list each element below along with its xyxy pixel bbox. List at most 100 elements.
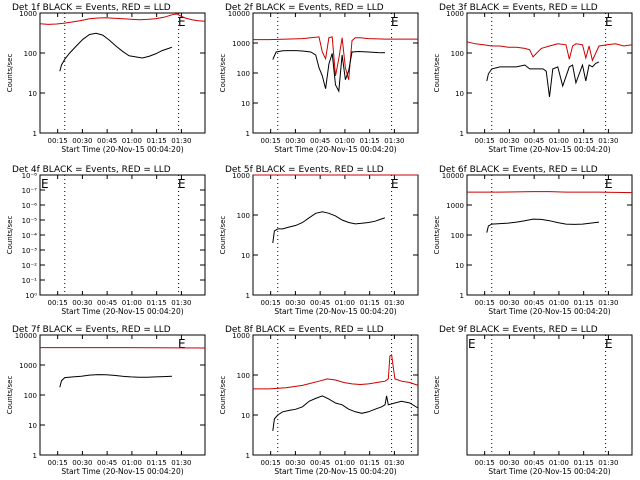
y-tick-label: 10000	[442, 172, 464, 180]
series-lld-line	[39, 13, 206, 25]
x-tick-label: 01:30	[384, 299, 404, 307]
x-tick-label: 00:30	[499, 299, 519, 307]
y-tick-label: 1	[33, 452, 37, 460]
x-tick-label: 01:30	[171, 137, 191, 145]
e-marker: E	[391, 177, 399, 191]
x-tick-label: 01:00	[335, 137, 355, 145]
y-tick-label: 1	[246, 452, 250, 460]
y-tick-label: 10⁻¹	[22, 277, 38, 285]
x-tick-label: 01:00	[122, 299, 142, 307]
x-tick-label: 01:15	[360, 459, 380, 467]
x-tick-label: 00:15	[48, 459, 68, 467]
y-tick-label: 10	[455, 90, 464, 98]
y-tick-label: 100	[451, 232, 464, 240]
series-lld-line	[466, 41, 633, 63]
x-tick-label: 01:00	[549, 137, 569, 145]
y-tick-label: 10⁰	[25, 292, 37, 300]
plot-frame	[39, 12, 206, 134]
y-tick-label: 1000	[232, 332, 250, 340]
x-tick-label: 00:30	[72, 459, 92, 467]
series-events-line	[272, 211, 386, 244]
y-tick-label: 10	[241, 100, 250, 108]
e-marker: E	[391, 15, 399, 29]
y-tick-label: 10	[455, 262, 464, 270]
x-axis-label: Start Time (20-Nov-15 00:04:20)	[274, 145, 396, 154]
x-tick-label: 00:45	[97, 299, 117, 307]
y-tick-label: 100	[24, 392, 37, 400]
x-axis-label: Start Time (20-Nov-15 00:04:20)	[61, 467, 183, 476]
x-tick-label: 00:30	[499, 137, 519, 145]
x-tick-label: 01:30	[171, 299, 191, 307]
chart-panel-5: Det 5f BLACK = Events, RED = LLD Counts/s…	[219, 165, 419, 316]
y-tick-label: 10000	[15, 332, 37, 340]
x-tick-label: 01:00	[122, 137, 142, 145]
x-tick-label: 00:45	[524, 459, 544, 467]
x-axis-label: Start Time (20-Nov-15 00:04:20)	[488, 467, 610, 476]
y-tick-label: 10⁻²	[22, 262, 38, 270]
x-tick-label: 00:45	[310, 459, 330, 467]
x-tick-label: 00:30	[499, 459, 519, 467]
y-tick-label: 10000	[228, 10, 250, 18]
e-marker: E	[178, 177, 186, 191]
x-axis-label: Start Time (20-Nov-15 00:04:20)	[488, 145, 610, 154]
x-axis-label: Start Time (20-Nov-15 00:04:20)	[274, 307, 396, 316]
chart-panel-7: Det 7f BLACK = Events, RED = LLD Counts/s…	[6, 325, 206, 476]
x-tick-label: 00:15	[475, 459, 495, 467]
x-tick-label: 00:15	[261, 137, 281, 145]
e-marker: E	[41, 177, 49, 191]
y-tick-label: 10	[28, 422, 37, 430]
x-tick-label: 00:30	[285, 299, 305, 307]
e-marker: E	[468, 337, 476, 351]
x-tick-label: 00:30	[285, 459, 305, 467]
x-tick-label: 01:00	[335, 299, 355, 307]
x-tick-label: 01:15	[147, 299, 167, 307]
y-tick-label: 10	[241, 412, 250, 420]
x-tick-label: 00:15	[475, 137, 495, 145]
y-tick-label: 1	[460, 130, 464, 138]
y-tick-label: 10⁻⁷	[22, 187, 38, 195]
x-tick-label: 01:00	[549, 299, 569, 307]
plot-frame	[466, 334, 633, 456]
chart-panel-2: Det 2f BLACK = Events, RED = LLD Counts/s…	[219, 3, 419, 154]
y-tick-label: 1000	[19, 10, 37, 18]
x-tick-label: 01:30	[598, 137, 618, 145]
y-tick-label: 100	[237, 372, 250, 380]
x-tick-label: 00:45	[524, 299, 544, 307]
x-tick-label: 00:45	[97, 137, 117, 145]
y-tick-label: 1000	[232, 172, 250, 180]
y-tick-label: 10⁻⁵	[22, 217, 38, 225]
x-tick-label: 01:15	[360, 137, 380, 145]
x-axis-label: Start Time (20-Nov-15 00:04:20)	[274, 467, 396, 476]
series-events-line	[59, 374, 173, 388]
chart-title: Det 8f BLACK = Events, RED = LLD	[225, 325, 384, 335]
y-axis-label: Counts/sec	[433, 216, 441, 255]
y-tick-label: 1000	[446, 202, 464, 210]
x-tick-label: 01:15	[574, 137, 594, 145]
y-axis-label: Counts/sec	[6, 376, 14, 415]
chart-title: Det 6f BLACK = Events, RED = LLD	[439, 165, 598, 175]
y-tick-label: 1000	[446, 10, 464, 18]
chart-title: Det 7f BLACK = Events, RED = LLD	[12, 325, 171, 335]
chart-panel-8: Det 8f BLACK = Events, RED = LLD Counts/s…	[219, 325, 419, 476]
x-tick-label: 01:30	[384, 459, 404, 467]
series-lld-line	[253, 36, 418, 80]
y-tick-label: 10	[241, 252, 250, 260]
y-axis-label: Counts/sec	[433, 376, 441, 415]
x-tick-label: 01:30	[598, 459, 618, 467]
series-events-line	[59, 32, 173, 72]
y-axis-label: Counts/sec	[219, 54, 227, 93]
x-tick-label: 00:45	[310, 299, 330, 307]
e-marker: E	[178, 337, 186, 351]
x-tick-label: 01:15	[147, 459, 167, 467]
e-marker: E	[605, 177, 613, 191]
x-tick-label: 01:15	[360, 299, 380, 307]
y-tick-label: 100	[24, 50, 37, 58]
x-tick-label: 00:15	[261, 459, 281, 467]
chart-title: Det 2f BLACK = Events, RED = LLD	[225, 3, 384, 13]
x-axis-label: Start Time (20-Nov-15 00:04:20)	[488, 307, 610, 316]
x-tick-label: 00:15	[48, 299, 68, 307]
y-axis-label: Counts/sec	[6, 216, 14, 255]
y-tick-label: 1	[460, 292, 464, 300]
series-lld-line	[467, 191, 633, 194]
